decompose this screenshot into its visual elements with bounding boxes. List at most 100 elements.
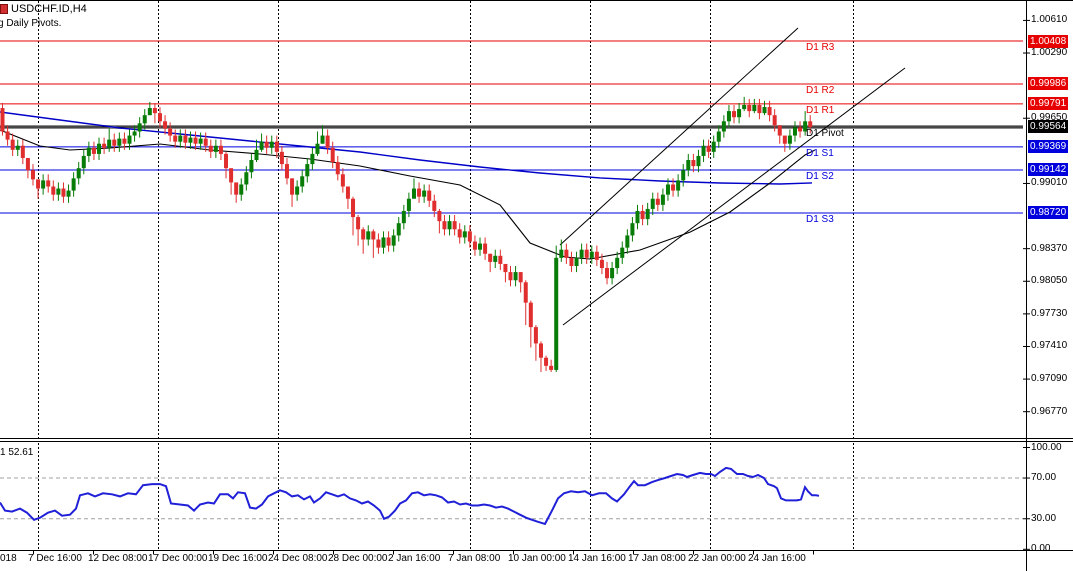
candle-body [20,145,25,158]
candle-body [452,221,457,230]
candle-body [127,135,132,144]
candle-body [320,135,325,144]
candle-body [615,257,620,269]
candle-body [589,251,594,258]
candle-body [315,143,320,154]
candle-body [117,138,122,146]
candle-body [503,263,508,273]
candle-body [554,257,559,370]
candle-body [599,259,604,269]
candle-body [132,131,137,136]
candle-body [635,210,640,224]
candle-body [61,188,66,197]
price-tick-label: 0.98050 [1031,275,1068,287]
candle-body [371,231,376,240]
time-axis-label: 12 Dec 08:00 [88,553,148,564]
candle-body [198,138,203,144]
candle-body [650,198,655,209]
time-axis-label: 19 Dec 16:00 [208,553,268,564]
price-badge: 1.00408 [1028,34,1069,48]
candle-body [208,145,213,152]
candle-body [411,188,416,199]
candle-body [284,164,289,179]
candle-body [605,268,610,279]
pivot-label: D1 R3 [806,42,835,53]
candle-body [152,108,157,114]
candle-body [163,121,168,129]
candle-body [0,108,5,132]
candle-body [792,127,797,136]
candle-body [625,235,630,248]
candle-body [274,141,279,152]
candle-body [483,243,488,254]
candle-body [86,147,91,156]
candle-body [716,131,721,142]
candle-body [671,184,676,191]
rsi-tick-label: 30.00 [1031,512,1057,524]
candle-body [518,272,523,283]
candle-body [91,147,96,154]
candle-body [193,137,198,144]
candle-body [767,107,772,116]
symbol-title: USDCHF.ID,H4 [11,3,87,15]
candle-body [269,141,274,148]
pivot-label: D1 Pivot [806,127,844,139]
candle-body [686,160,691,171]
candle-body [544,357,549,366]
candle-body [742,104,747,110]
candle-body [584,249,589,258]
candle-body [747,104,752,112]
candle-body [706,145,711,152]
candle-body [523,282,528,303]
candle-body [478,243,483,250]
pivot-label: D1 S3 [806,213,834,225]
candle-body [351,198,356,218]
time-axis-label: 28 Dec 00:00 [328,553,388,564]
candle-body [102,143,107,148]
candle-body [137,123,142,132]
candle-body [681,170,686,181]
candle-body [721,121,726,132]
time-axis-label: 10 Jan 00:00 [508,553,566,564]
candle-body [244,172,249,185]
candle-body [279,151,284,165]
candle-body [528,302,533,328]
candle-body [655,198,660,205]
candle-body [422,190,427,197]
candle-body [696,155,701,167]
candle-body [574,257,579,266]
candle-body [41,180,46,189]
candle-body [620,247,625,258]
candle-body [340,174,345,187]
candle-body [168,128,173,136]
candle-body [427,190,432,201]
candle-body [645,208,650,220]
price-tick-label: 0.97410 [1031,340,1068,352]
price-tick-label: 1.00290 [1031,47,1068,59]
candle-body [726,111,731,122]
candle-body [594,251,599,260]
candle-body [229,168,234,183]
candle-body [737,109,742,118]
candle-body [442,221,447,230]
price-badge: 0.99564 [1028,120,1069,134]
time-axis-label: 17 Dec 00:00 [148,553,208,564]
trend-line [559,27,799,246]
candle-body [264,141,269,148]
candle-body [56,188,61,195]
candle-body [366,231,371,240]
candle-body [335,162,340,175]
candle-body [417,188,422,197]
price-tick-label: 0.99010 [1031,177,1068,189]
price-tick-label: 0.98370 [1031,242,1068,254]
candle-body [122,138,127,144]
candle-body [213,145,218,152]
candle-body [437,210,442,222]
candle-body [559,249,564,258]
candle-body [76,168,81,179]
candle-body [406,198,411,211]
pivot-label: D1 S1 [806,147,834,159]
candle-body [787,135,792,144]
time-axis-label: 018 [0,553,17,564]
